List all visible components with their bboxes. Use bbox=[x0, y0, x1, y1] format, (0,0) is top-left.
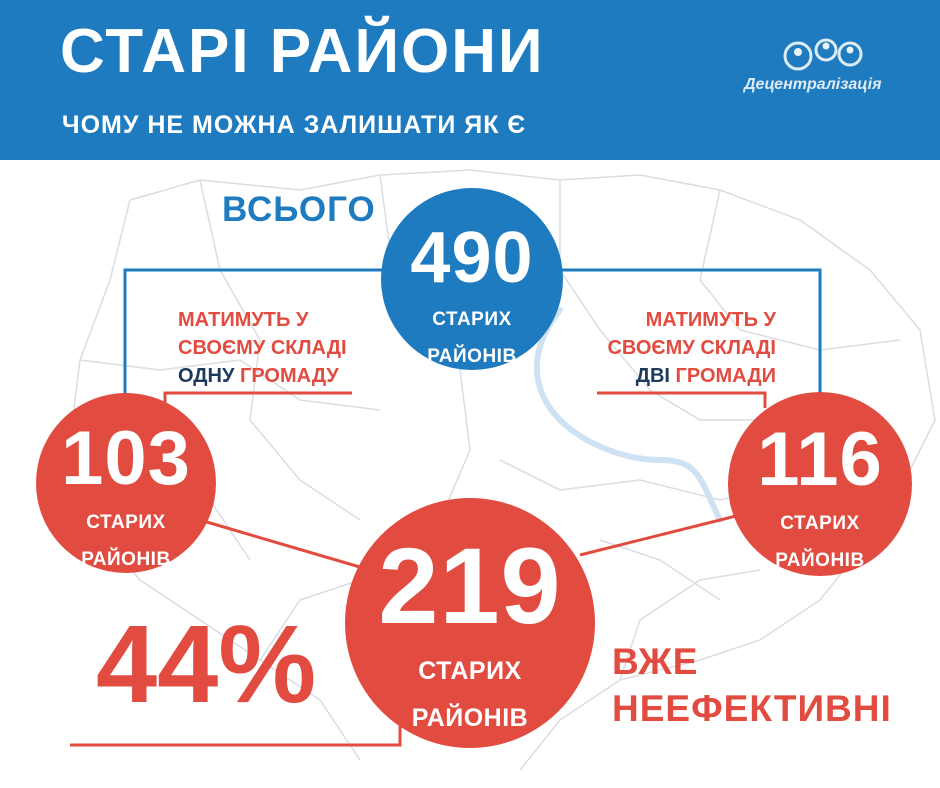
page-title: СТАРІ РАЙОНИ bbox=[60, 17, 545, 86]
two-communities-caption-line2: РАЙОНІВ bbox=[775, 550, 865, 571]
one-note-line1: МАТИМУТЬ У bbox=[178, 309, 309, 331]
one-community-caption-line2: РАЙОНІВ bbox=[81, 549, 171, 570]
two-communities-note: МАТИМУТЬ У СВОЄМУ СКЛАДІ ДВІ ГРОМАДИ bbox=[588, 306, 776, 390]
inefficient-status: ВЖЕ НЕЕФЕКТИВНІ bbox=[612, 638, 892, 732]
total-districts-circle: 490 СТАРИХ РАЙОНІВ bbox=[381, 188, 563, 370]
one-note-line2: СВОЄМУ СКЛАДІ bbox=[178, 337, 347, 359]
one-community-caption-line1: СТАРИХ bbox=[86, 512, 166, 533]
two-note-line2: СВОЄМУ СКЛАДІ bbox=[607, 337, 776, 359]
decentralization-logo-icon bbox=[783, 38, 863, 71]
one-community-note: МАТИМУТЬ У СВОЄМУ СКЛАДІ ОДНУ ГРОМАДУ bbox=[178, 306, 347, 390]
inefficient-caption-line2: РАЙОНІВ bbox=[411, 704, 529, 732]
header-banner: СТАРІ РАЙОНИ ЧОМУ НЕ МОЖНА ЗАЛИШАТИ ЯК Є… bbox=[0, 0, 940, 160]
one-community-districts-circle: 103 СТАРИХ РАЙОНІВ bbox=[36, 393, 216, 573]
one-community-number: 103 bbox=[61, 416, 191, 501]
total-number: 490 bbox=[410, 218, 534, 298]
total-label: ВСЬОГО bbox=[222, 190, 376, 229]
two-note-unit: ГРОМАДИ bbox=[675, 365, 776, 387]
inefficient-percent: 44% bbox=[96, 603, 317, 726]
one-note-count: ОДНУ bbox=[178, 365, 235, 387]
two-communities-number: 116 bbox=[757, 417, 883, 502]
two-communities-caption-line1: СТАРИХ bbox=[780, 513, 860, 534]
total-caption-line1: СТАРИХ bbox=[432, 309, 512, 330]
inefficient-districts-circle: 219 СТАРИХ РАЙОНІВ bbox=[345, 498, 595, 748]
two-note-line1: МАТИМУТЬ У bbox=[645, 309, 776, 331]
inefficient-status-line2: НЕЕФЕКТИВНІ bbox=[612, 688, 892, 729]
one-note-unit: ГРОМАДУ bbox=[240, 365, 339, 387]
one-note-line3: ОДНУ ГРОМАДУ bbox=[178, 362, 347, 390]
logo-text: Децентралізація bbox=[744, 76, 882, 93]
inefficient-caption-line1: СТАРИХ bbox=[418, 657, 522, 685]
two-communities-districts-circle: 116 СТАРИХ РАЙОНІВ bbox=[728, 392, 912, 576]
inefficient-number: 219 bbox=[378, 525, 562, 646]
page-subtitle: ЧОМУ НЕ МОЖНА ЗАЛИШАТИ ЯК Є bbox=[62, 111, 527, 139]
inefficient-status-line1: ВЖЕ bbox=[612, 641, 699, 682]
total-caption-line2: РАЙОНІВ bbox=[427, 346, 517, 367]
two-note-line3: ДВІ ГРОМАДИ bbox=[588, 362, 776, 390]
two-note-count: ДВІ bbox=[635, 365, 670, 387]
